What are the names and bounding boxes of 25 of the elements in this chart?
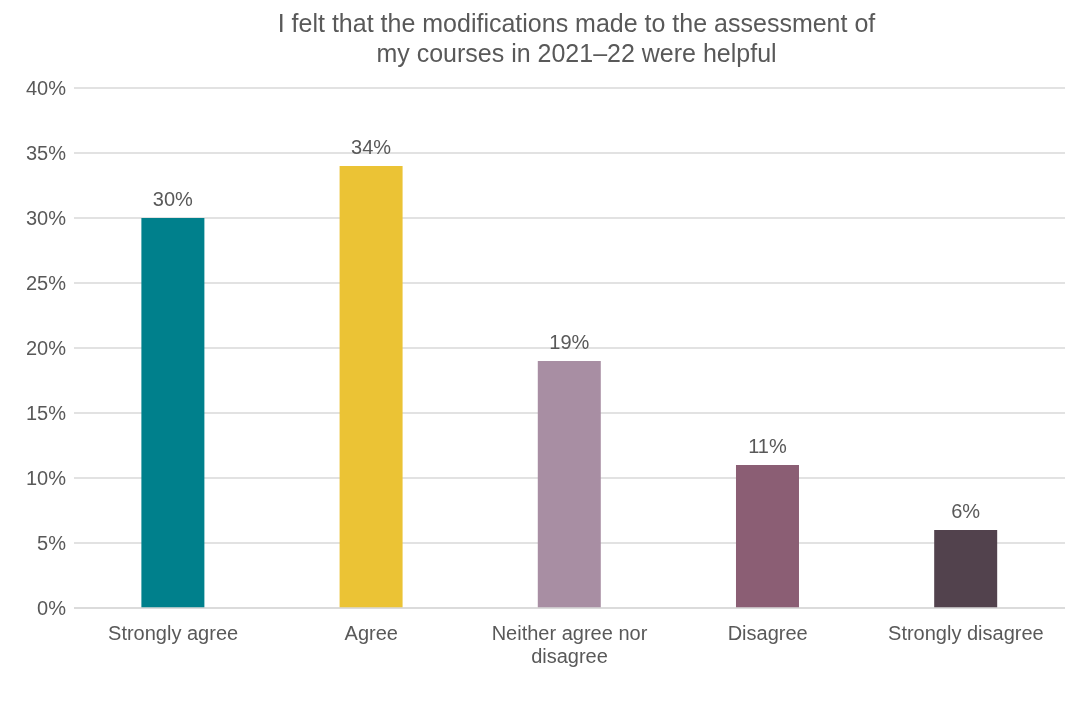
x-tick-label: Agree (344, 622, 398, 644)
y-tick-label: 40% (25, 77, 67, 100)
y-tick-label: 35% (25, 142, 67, 165)
bar (735, 465, 799, 608)
data-label: 30% (152, 188, 194, 210)
y-tick-label: 30% (25, 207, 67, 230)
data-label: 19% (549, 331, 590, 353)
y-tick-label: 10% (25, 467, 67, 490)
y-tick-label: 0% (37, 597, 67, 620)
x-tick-label: Strongly disagree (888, 622, 1044, 644)
chart-title: I felt that the modifications made to the assessment of my courses in 2021–22 were helpful (276, 8, 877, 68)
data-label: 6% (951, 500, 981, 522)
y-tick-label: 20% (25, 337, 67, 360)
bar (537, 361, 601, 608)
bar (934, 530, 998, 608)
y-tick-label: 5% (37, 532, 67, 555)
bar (339, 166, 403, 608)
y-tick-label: 15% (25, 402, 67, 425)
bar (141, 218, 205, 608)
x-tick-label: Disagree (727, 622, 808, 644)
data-label: 34% (351, 136, 392, 158)
data-label: 11% (748, 435, 787, 457)
x-tick-label: Strongly agree (108, 622, 239, 644)
y-tick-label: 25% (25, 272, 67, 295)
x-tick-label: Neither agree nor disagree (491, 622, 648, 667)
